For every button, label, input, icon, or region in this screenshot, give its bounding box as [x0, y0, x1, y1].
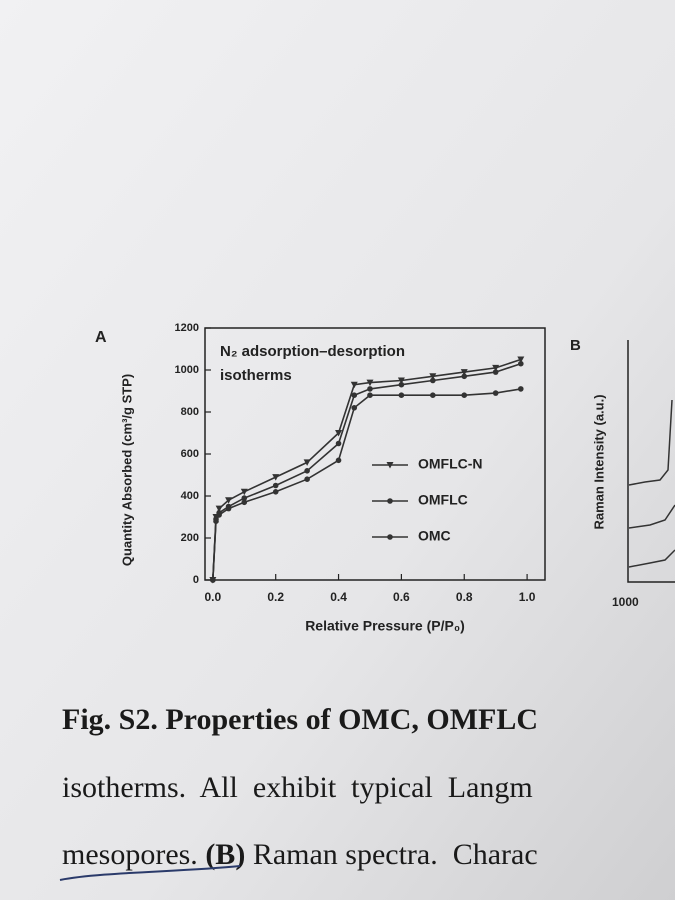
marker: [335, 430, 343, 437]
legend-marker: [387, 534, 393, 540]
y-axis-label: Quantity Absorbed (cm³/g STP): [119, 374, 134, 566]
y-tick-label: 0: [193, 574, 199, 586]
marker: [241, 499, 248, 506]
panel-label: B: [570, 337, 581, 354]
marker: [225, 505, 232, 512]
spectrum: [628, 399, 673, 486]
marker: [335, 457, 342, 464]
caption-text: Raman spectra. Charac: [245, 838, 537, 871]
caption-line: Fig. S2. Properties of OMC, OMFLC: [62, 703, 538, 736]
y-tick-label: 1000: [175, 364, 199, 376]
spectrum: [628, 504, 675, 529]
marker: [240, 488, 248, 496]
marker: [210, 577, 216, 583]
chart: A 0 200 400 600 800 1000 1200 0.0 0.2 0.4 0.6 0.8 1.0…: [95, 322, 546, 634]
marker: [366, 379, 374, 387]
marker: [367, 386, 373, 392]
marker: [397, 377, 405, 384]
y-tick-label: 1200: [175, 322, 199, 334]
legend-label: OMFLC-N: [418, 456, 483, 472]
marker: [367, 392, 373, 399]
marker: [492, 364, 500, 372]
caption-text: mesopores.: [62, 838, 198, 871]
x-tick-label: 0.6: [393, 590, 410, 604]
marker: [215, 505, 223, 513]
legend-marker: [386, 462, 394, 469]
marker: [304, 468, 310, 474]
marker: [304, 476, 310, 483]
annotation: N₂ adsorption–desorption: [220, 343, 405, 360]
marker: [461, 392, 468, 399]
marker: [272, 489, 279, 495]
marker: [398, 392, 405, 399]
marker: [518, 386, 524, 392]
marker: [241, 495, 248, 501]
panel-b: B Raman Intensity (a.u.) 1000: [570, 337, 675, 609]
y-tick-label: 800: [181, 406, 199, 418]
annotation: isotherms: [220, 367, 292, 384]
spectrum: [628, 549, 675, 568]
marker: [429, 373, 437, 380]
marker: [272, 482, 279, 489]
marker: [430, 377, 436, 384]
x-tick-label: 0.4: [330, 590, 347, 604]
legend-label: OMC: [418, 528, 451, 544]
legend-marker: [387, 498, 393, 504]
marker: [216, 512, 222, 518]
handwriting: [59, 865, 241, 881]
legend-label: OMFLC: [418, 492, 468, 508]
y-tick-label: 400: [181, 490, 199, 502]
panel-label: A: [95, 329, 107, 346]
marker: [350, 381, 358, 389]
marker: [335, 440, 342, 447]
marker: [518, 360, 524, 367]
marker: [213, 518, 219, 524]
marker: [430, 392, 436, 399]
marker: [398, 381, 405, 388]
marker: [460, 369, 468, 376]
marker: [351, 392, 358, 399]
marker: [517, 356, 525, 363]
x-axis-label: Relative Pressure (P/P₀): [305, 618, 465, 634]
x-tick-label: 0.2: [267, 590, 284, 604]
x-tick-label: 1.0: [519, 590, 536, 604]
axis: [627, 340, 675, 583]
x-tick-label: 0.0: [205, 590, 222, 604]
y-axis-label: Raman Intensity (a.u.): [591, 394, 606, 529]
marker: [492, 369, 499, 375]
marker: [461, 373, 468, 380]
y-tick-label: 600: [181, 448, 199, 460]
marker: [225, 497, 233, 504]
marker: [272, 474, 280, 481]
marker: [351, 405, 358, 411]
caption-line: mesopores. (B) Raman spectra. Charac: [62, 838, 538, 871]
caption-line: isotherms. All exhibit typical Langm: [62, 771, 533, 804]
marker: [492, 390, 499, 396]
x-tick-label: 0.8: [456, 590, 473, 604]
x-tick-label: 1000: [612, 595, 639, 609]
y-tick-label: 200: [181, 532, 199, 544]
marker: [303, 459, 311, 466]
